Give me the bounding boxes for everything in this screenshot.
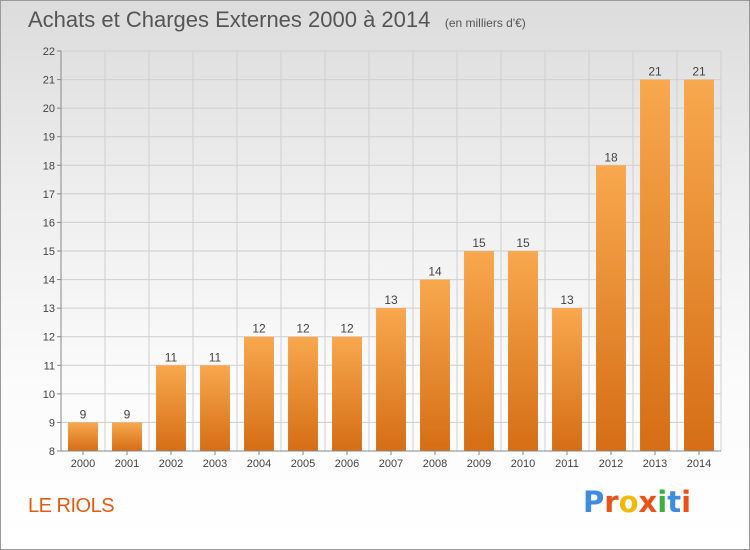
bar: [200, 365, 230, 451]
bar-value-label: 15: [516, 236, 530, 250]
bar-value-label: 13: [560, 293, 574, 307]
bar-value-label: 9: [124, 407, 131, 421]
logo-letter: x: [638, 485, 658, 519]
x-tick-label: 2014: [687, 458, 711, 470]
bar-value-label: 12: [252, 322, 266, 336]
chart-subtitle: (en milliers d'€): [444, 16, 526, 30]
y-tick-label: 20: [43, 103, 55, 115]
logo-letter: i: [657, 485, 668, 519]
x-tick-label: 2013: [643, 458, 667, 470]
y-tick-label: 13: [43, 303, 55, 315]
x-tick-label: 2007: [379, 458, 403, 470]
x-tick-label: 2008: [423, 458, 447, 470]
bar-value-label: 21: [692, 65, 706, 79]
y-tick-label: 14: [43, 275, 55, 287]
x-tick-label: 2000: [71, 458, 95, 470]
x-tick-label: 2003: [203, 458, 227, 470]
logo-letter: P: [583, 485, 605, 519]
y-tick-label: 11: [44, 360, 55, 372]
bar: [288, 336, 318, 451]
bar: [552, 308, 582, 451]
bar: [464, 251, 494, 451]
title-row: Achats et Charges Externes 2000 à 2014 (…: [28, 7, 526, 33]
bar: [376, 308, 406, 451]
bars: [68, 79, 714, 452]
chart-title: Achats et Charges Externes 2000 à 2014: [28, 7, 431, 32]
y-tick-label: 22: [43, 46, 55, 58]
logo-letter: o: [618, 485, 639, 519]
bar-value-label: 21: [648, 65, 662, 79]
bar: [596, 165, 626, 452]
bar: [112, 422, 142, 451]
x-tick-label: 2005: [291, 458, 315, 470]
bar-value-label: 12: [340, 322, 354, 336]
bar: [68, 422, 98, 451]
commune-name: LE RIOLS: [28, 495, 115, 517]
axes: [57, 50, 721, 455]
bar-value-label: 12: [296, 322, 310, 336]
bar: [156, 365, 186, 451]
x-tick-label: 2001: [115, 458, 139, 470]
y-tick-label: 17: [43, 189, 55, 201]
y-tick-label: 15: [43, 246, 55, 258]
x-tick-label: 2002: [159, 458, 183, 470]
y-tick-label: 16: [43, 217, 55, 229]
proxiti-logo[interactable]: Proxiti: [583, 485, 691, 519]
x-tick-label: 2011: [555, 458, 579, 470]
bar-value-label: 13: [384, 293, 398, 307]
labels: 8 9 10 11 12 13 14 15 16 17 18 19 20 21 22 9 2000 9 2001 11…: [43, 46, 711, 470]
y-tick-label: 19: [43, 132, 55, 144]
bar-value-label: 18: [604, 150, 618, 164]
logo-letter: r: [604, 485, 619, 519]
logo-letter: i: [681, 485, 692, 519]
y-tick-label: 18: [43, 160, 55, 172]
bar-value-label: 11: [165, 350, 178, 364]
bar-value-label: 9: [80, 407, 87, 421]
x-tick-label: 2010: [511, 458, 535, 470]
y-tick-label: 12: [43, 332, 55, 344]
bar: [332, 336, 362, 451]
bar: [420, 279, 450, 451]
x-tick-label: 2006: [335, 458, 359, 470]
x-tick-label: 2004: [247, 458, 271, 470]
y-tick-label: 9: [49, 417, 55, 429]
y-tick-label: 8: [49, 446, 55, 458]
y-tick-label: 21: [43, 75, 55, 87]
bar: [640, 79, 670, 452]
bar-value-label: 11: [209, 350, 222, 364]
x-tick-label: 2012: [599, 458, 623, 470]
x-tick-label: 2009: [467, 458, 491, 470]
bar: [508, 251, 538, 451]
bar-value-label: 14: [428, 265, 442, 279]
bar: [244, 336, 274, 451]
y-tick-label: 10: [43, 389, 55, 401]
logo-letter: t: [667, 485, 682, 519]
bar-value-label: 15: [472, 236, 486, 250]
bar: [684, 79, 714, 452]
